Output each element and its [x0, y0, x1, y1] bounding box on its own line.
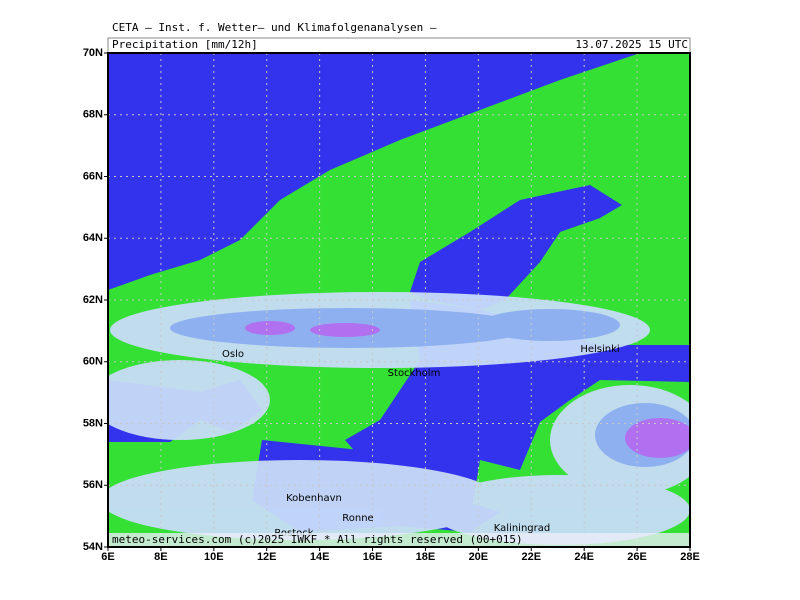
- y-tick-label: 56N: [83, 479, 103, 491]
- city-label: Ronne: [342, 513, 373, 524]
- x-tick-label: 26E: [627, 551, 647, 563]
- y-tick-label: 64N: [83, 232, 103, 244]
- x-tick-label: 16E: [363, 551, 383, 563]
- city-label: Kaliningrad: [494, 523, 550, 534]
- y-tick-label: 62N: [83, 294, 103, 306]
- city-label: Helsinki: [580, 344, 619, 355]
- x-tick-label: 14E: [310, 551, 330, 563]
- x-tick-label: 6E: [101, 551, 114, 563]
- parameter: Precipitation [mm/12h]: [112, 38, 258, 51]
- precip-heavy: [245, 321, 690, 458]
- x-tick-label: 20E: [469, 551, 489, 563]
- norwegian-sea: [108, 53, 640, 290]
- x-tick-label: 28E: [680, 551, 700, 563]
- city-label: Oslo: [222, 349, 244, 360]
- x-tick-label: 12E: [257, 551, 277, 563]
- city-label: Kobenhavn: [286, 493, 342, 504]
- city-label: Stockholm: [388, 368, 441, 379]
- x-tick-label: 18E: [416, 551, 436, 563]
- valid-time: 13.07.2025 15 UTC: [575, 38, 688, 51]
- y-tick-label: 68N: [83, 109, 103, 121]
- y-tick-label: 54N: [83, 541, 103, 553]
- y-tick-label: 60N: [83, 356, 103, 368]
- footer-bar: [108, 533, 690, 547]
- footer: meteo-services.com (c)2025 IWKF * All ri…: [112, 533, 523, 546]
- x-tick-label: 24E: [574, 551, 594, 563]
- x-tick-label: 22E: [521, 551, 541, 563]
- gulf-of-bothnia: [410, 185, 622, 310]
- x-tick-label: 10E: [204, 551, 224, 563]
- y-tick-label: 70N: [83, 47, 103, 59]
- map-area: OsloStockholmHelsinkiKobenhavnRonneRosto…: [108, 53, 690, 547]
- precip-light: [108, 292, 690, 545]
- x-tick-label: 8E: [154, 551, 167, 563]
- y-tick-label: 66N: [83, 170, 103, 182]
- header-title: CETA — Inst. f. Wetter— und Klimafolgena…: [112, 21, 437, 34]
- y-tick-label: 58N: [83, 417, 103, 429]
